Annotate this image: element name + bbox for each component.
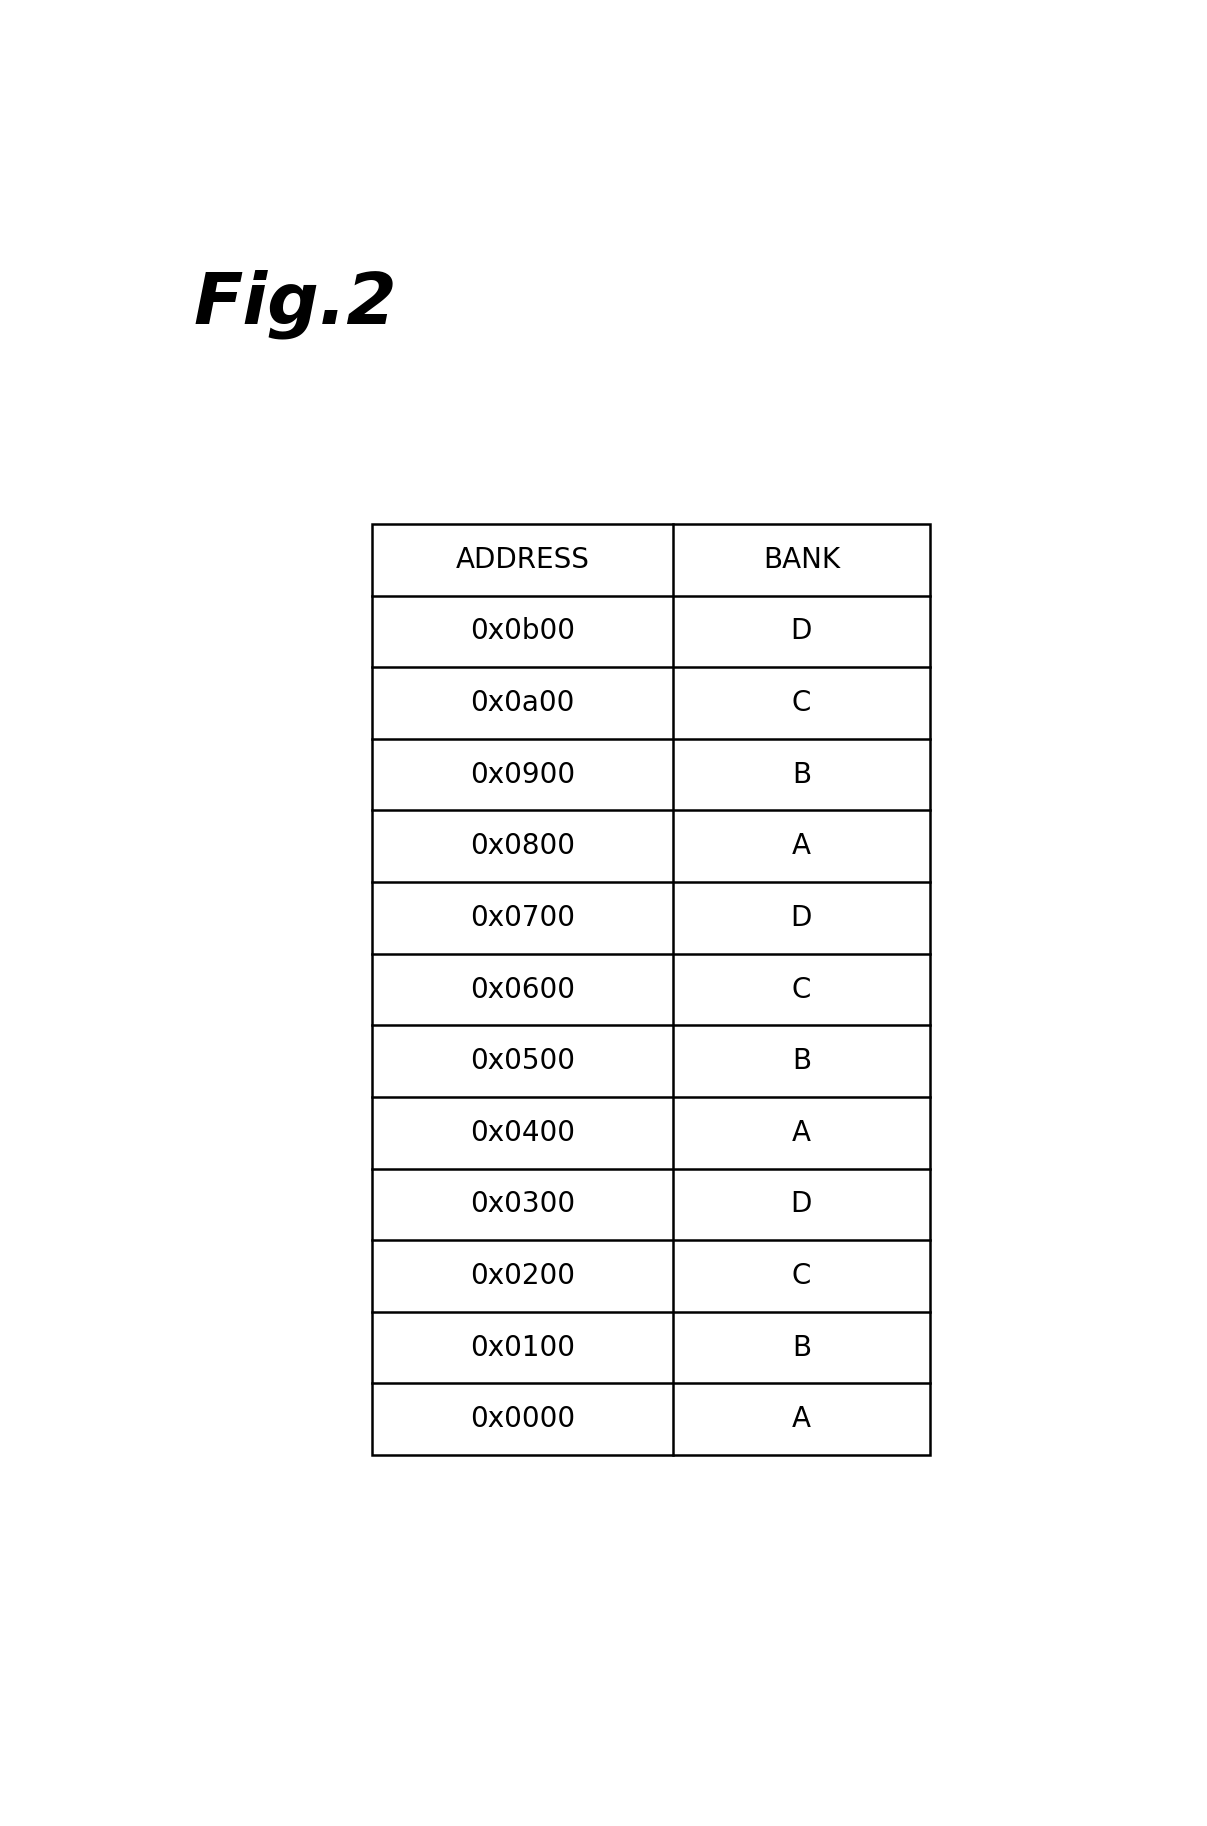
Text: 0x0900: 0x0900	[470, 761, 575, 789]
Text: BANK: BANK	[763, 546, 840, 573]
Text: 0x0300: 0x0300	[470, 1191, 575, 1218]
Text: 0x0400: 0x0400	[470, 1119, 575, 1147]
Text: 0x0b00: 0x0b00	[470, 617, 575, 645]
Text: 0x0a00: 0x0a00	[471, 688, 575, 718]
Text: 0x0100: 0x0100	[470, 1333, 575, 1362]
Text: 0x0000: 0x0000	[470, 1406, 575, 1433]
Bar	[372, 524, 929, 1455]
Text: A: A	[792, 833, 811, 860]
Text: 0x0600: 0x0600	[470, 975, 575, 1004]
Text: D: D	[791, 904, 812, 931]
Text: A: A	[792, 1406, 811, 1433]
Text: 0x0700: 0x0700	[470, 904, 575, 931]
Text: A: A	[792, 1119, 811, 1147]
Text: D: D	[791, 1191, 812, 1218]
Text: B: B	[792, 1046, 811, 1076]
Text: C: C	[792, 688, 811, 718]
Text: 0x0200: 0x0200	[470, 1262, 575, 1289]
Text: B: B	[792, 761, 811, 789]
Text: D: D	[791, 617, 812, 645]
Text: C: C	[792, 975, 811, 1004]
Text: C: C	[792, 1262, 811, 1289]
Text: 0x0800: 0x0800	[470, 833, 575, 860]
Text: 0x0500: 0x0500	[470, 1046, 575, 1076]
Text: B: B	[792, 1333, 811, 1362]
Text: ADDRESS: ADDRESS	[455, 546, 589, 573]
Text: Fig.2: Fig.2	[193, 270, 397, 340]
